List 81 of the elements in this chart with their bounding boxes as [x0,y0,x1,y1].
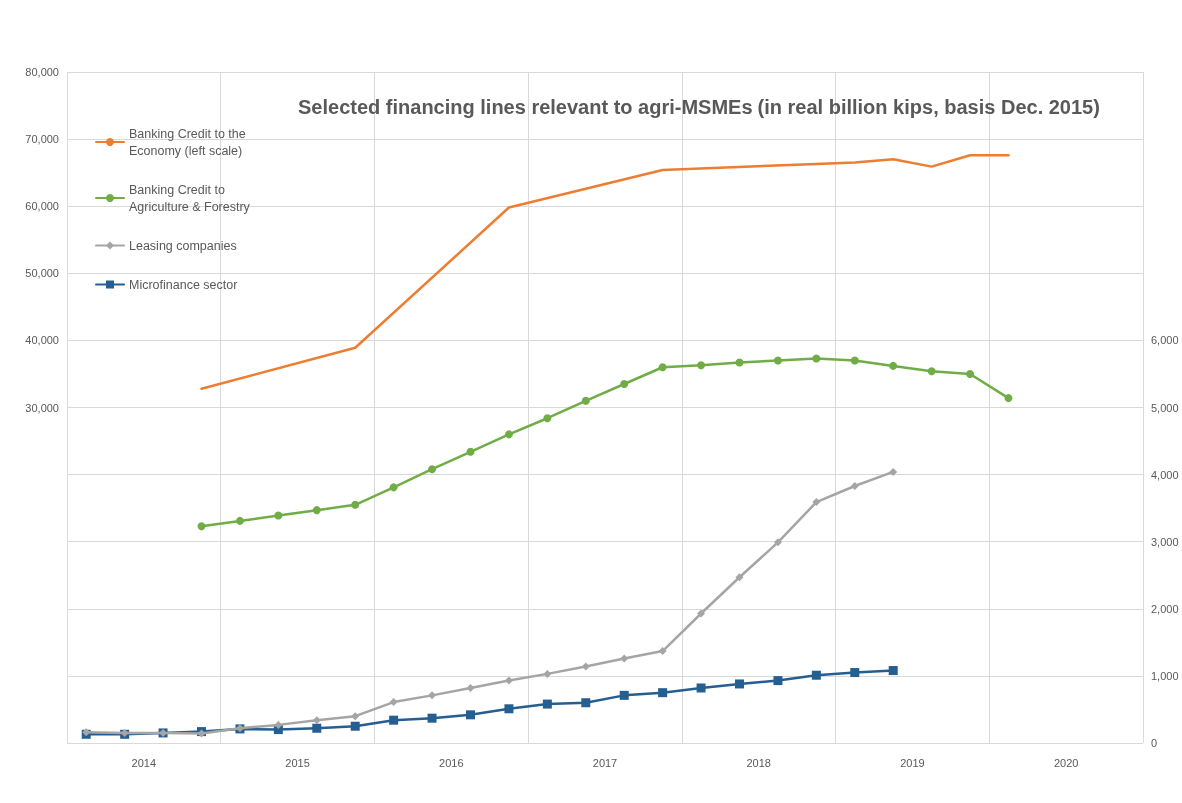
point [197,522,206,531]
text: (in real billion kips, basis Dec. 2015) [757,96,1100,118]
point [619,690,629,700]
point [504,676,513,685]
point [504,704,514,714]
point [274,720,283,729]
x-tick-label: 2018 [746,756,771,769]
point [658,688,668,698]
point [773,538,782,547]
y-tick-label: 30,000 [25,401,59,414]
point [697,609,706,618]
legend-label: Microfinance sector [129,277,238,292]
point [889,361,898,370]
point [350,721,360,731]
point [389,483,398,492]
point [312,506,321,515]
point [620,380,629,389]
x-tick-label: 2014 [131,756,157,769]
point [966,369,975,378]
point [620,654,629,663]
point [351,712,360,721]
legend-label: Banking Credit to the Economy (left scale) [129,126,250,158]
point [812,354,821,363]
point [543,669,552,678]
point [850,482,859,491]
legend-label: Banking Credit to Agriculture & Forestry [129,182,251,214]
y2-tick-label: 4,000 [1151,468,1179,481]
point [312,716,321,725]
point [658,363,667,372]
y-tick-label: 60,000 [25,200,59,213]
point [850,668,860,678]
point [811,670,821,680]
x-tick-label: 2019 [900,756,925,769]
point [889,467,898,476]
point [581,396,590,405]
point [773,676,783,686]
y2-tick-label: 0 [1151,737,1158,749]
point [428,465,437,474]
y2-tick-label: 6,000 [1151,334,1179,347]
point [658,647,667,656]
point [927,367,936,376]
point [696,683,706,693]
point [812,498,821,507]
point [850,356,859,365]
x-tick-label: 2015 [285,756,310,769]
point [427,713,437,723]
point [581,662,590,671]
point [697,361,706,370]
x-tick-label: 2020 [1053,756,1079,769]
point [773,356,782,365]
point [581,698,591,708]
point [735,679,744,689]
y2-tick-label: 1,000 [1151,669,1179,682]
point [466,447,475,456]
x-tick-label: 2017 [592,756,618,769]
point [351,500,360,509]
point [466,710,475,720]
point [888,666,898,676]
y2-tick-label: 2,000 [1151,602,1179,615]
point [235,516,244,525]
point [543,414,552,423]
y-tick-label: 80,000 [25,66,59,78]
y-tick-label: 50,000 [25,267,59,280]
point [735,573,744,582]
point [274,511,283,520]
y-tick-label: 70,000 [25,133,59,146]
point [389,715,399,725]
point [428,691,437,700]
point [735,358,744,367]
x-tick-label: 2016 [439,756,464,769]
point [389,698,398,707]
y-tick-label: 40,000 [25,334,59,347]
point [312,723,322,733]
point [1004,394,1013,403]
text: Selected financing lines relevant to agri-MSMEs [298,96,753,118]
legend-label: Leasing companies [129,238,237,253]
y2-tick-label: 5,000 [1151,401,1179,414]
point [504,430,513,439]
point [466,683,475,692]
point [542,699,552,709]
y2-tick-label: 3,000 [1151,535,1179,548]
